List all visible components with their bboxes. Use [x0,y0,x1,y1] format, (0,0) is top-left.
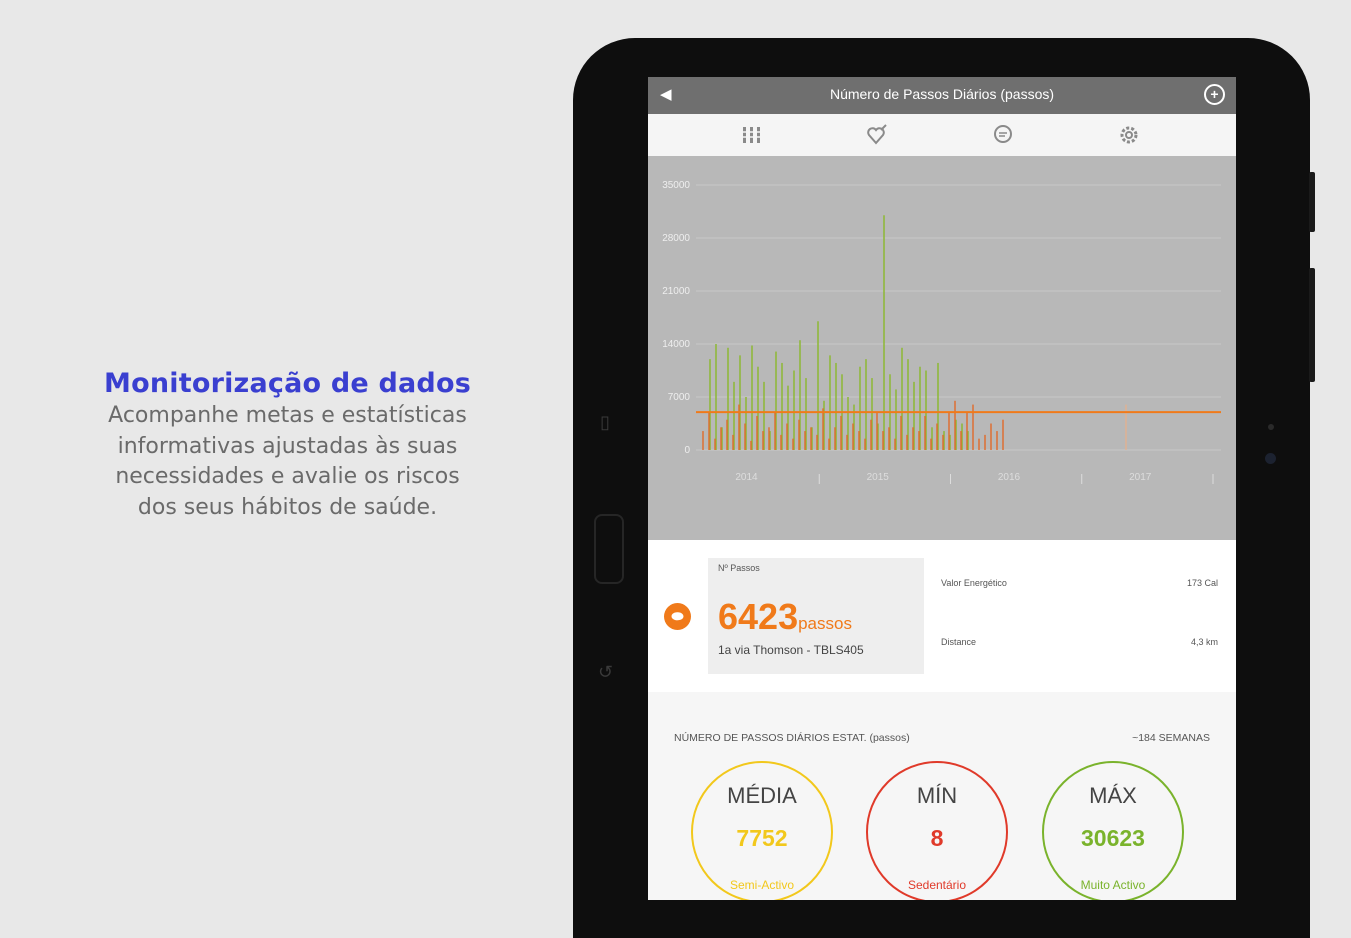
grid-icon[interactable] [741,124,763,146]
steps-unit: passos [798,614,852,633]
app-header: ◀ Número de Passos Diários (passos) + [648,77,1236,114]
device-name: 1a via Thomson - TBLS405 [718,643,864,657]
x-tick-label: 2016 [998,472,1021,483]
home-button[interactable] [594,514,624,584]
heart-pin-icon[interactable] [866,124,888,146]
steps-number: 6423 [718,596,799,637]
y-tick-label: 0 [684,445,690,456]
y-tick-label: 14000 [662,339,690,350]
promo-line: informativas ajustadas às suas [117,433,458,459]
average-ring: MÉDIA 7752 Semi-Activo [691,761,833,900]
promo-title: Monitorização de dados [104,368,471,399]
shoe-icon: ⬬ [664,603,691,630]
power-button [1309,268,1315,382]
minimum-ring: MÍN 8 Sedentário [866,761,1008,900]
ring-category: Semi-Activo [729,878,794,892]
volume-button [1309,172,1315,232]
ring-category: Sedentário [907,878,967,892]
app-screen: ◀ Número de Passos Diários (passos) + 35… [648,77,1236,900]
weeks-count: ~184 SEMANAS [1132,732,1210,744]
promo-line: dos seus hábitos de saúde. [137,494,438,520]
steps-value: 6423passos [718,596,852,638]
chat-icon[interactable] [992,124,1014,146]
settings-icon[interactable] [1118,124,1140,146]
ring-title: MÉDIA [727,783,797,808]
promo-line: necessidades e avalie os riscos [115,464,460,489]
promo-block: Monitorização de dados Acompanhe metas e… [60,368,515,523]
x-tick-label: 2017 [1129,472,1152,483]
back-arrow-icon[interactable]: ◀ [660,86,672,103]
steps-chart-plot: 35000 28000 21000 14000 7000 0 2014 2015 2016 201… [662,180,1221,484]
distance-value: 4,3 km [1190,637,1218,647]
energy-value: 173 Cal [1186,578,1218,588]
y-tick-label: 28000 [662,233,690,244]
distance-label: Distance [941,637,977,647]
ring-value: 7752 [736,825,788,851]
ring-title: MÁX [1089,783,1137,808]
x-tick-label: 2014 [735,472,758,483]
ring-title: MÍN [916,783,958,808]
maximum-ring: MÁX 30623 Muito Activo [1042,761,1184,900]
statistics-section: NÚMERO DE PASSOS DIÁRIOS ESTAT. (passos)… [648,692,1236,900]
steps-label: Nº Passos [718,563,760,573]
light-sensor [1268,424,1274,430]
promo-line: Acompanhe metas e estatísticas [108,403,467,428]
ring-value: 30623 [1081,825,1145,851]
y-tick-label: 7000 [668,392,691,403]
steps-card[interactable]: Nº Passos 6423passos 1a via Thomson - TB… [708,558,924,674]
add-icon[interactable]: + [1204,84,1225,105]
page-title: Número de Passos Diários (passos) [829,86,1055,102]
y-tick-label: 21000 [662,286,690,297]
current-reading-panel: ⬬ Nº Passos 6423passos 1a via Thomson - … [648,540,1236,692]
statistics-header: NÚMERO DE PASSOS DIÁRIOS ESTAT. (passos) [674,732,910,744]
x-tick-label: 2015 [867,472,890,483]
promo-description: Acompanhe metas e estatísticas informati… [60,401,515,523]
recents-icon[interactable]: ▯ [600,412,610,432]
ring-value: 8 [930,825,944,851]
y-tick-label: 35000 [662,180,690,191]
energy-label: Valor Energético [941,578,1007,588]
ring-category: Muito Activo [1080,878,1146,892]
back-icon[interactable]: ↺ [598,662,614,682]
toolbar [648,114,1236,156]
front-camera [1265,453,1276,464]
